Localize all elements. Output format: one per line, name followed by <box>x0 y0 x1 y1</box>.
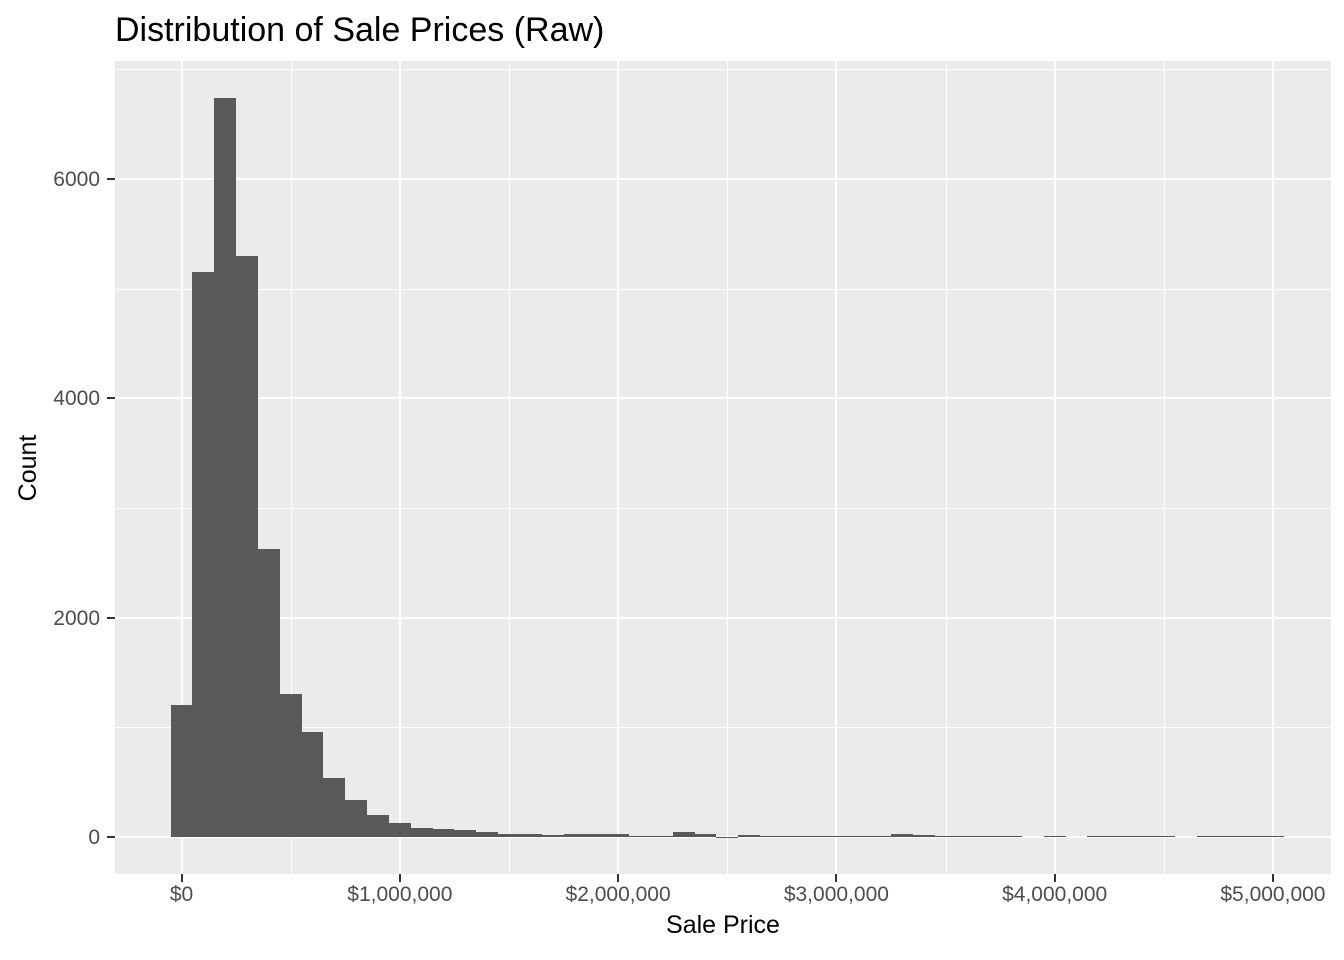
histogram-bar <box>476 832 499 838</box>
histogram-bar <box>672 832 695 838</box>
histogram-bar <box>367 815 389 838</box>
x-minor-gridline <box>508 61 510 874</box>
histogram-bar <box>629 835 651 838</box>
histogram-bar <box>1000 836 1022 838</box>
histogram-bar <box>934 835 957 838</box>
plot-panel <box>115 61 1331 874</box>
histogram-bar <box>170 705 193 838</box>
histogram-bar <box>301 731 324 838</box>
y-tick-mark <box>107 836 115 839</box>
y-tick-label: 0 <box>88 826 100 850</box>
histogram-bar <box>716 836 739 838</box>
histogram-bar <box>585 833 608 838</box>
x-axis-title: Sale Price <box>666 911 780 939</box>
x-minor-gridline <box>727 61 729 874</box>
histogram-bar <box>345 799 368 838</box>
histogram-bar <box>1240 836 1262 838</box>
x-major-gridline <box>398 61 401 874</box>
histogram-bar <box>454 830 477 838</box>
x-tick-label: $2,000,000 <box>565 883 671 906</box>
x-tick-label: $1,000,000 <box>347 883 453 906</box>
histogram-bar <box>694 833 717 838</box>
x-tick-label: $3,000,000 <box>783 883 889 906</box>
x-tick-mark <box>835 874 838 882</box>
histogram-bar <box>607 833 630 838</box>
x-tick-mark <box>398 874 401 882</box>
y-minor-gridline <box>115 69 1331 71</box>
y-tick-label: 6000 <box>53 168 100 192</box>
x-tick-mark <box>180 874 183 882</box>
y-tick-mark <box>107 178 115 181</box>
x-tick-label: $0 <box>169 883 194 906</box>
y-minor-gridline <box>115 288 1331 290</box>
histogram-bar <box>236 255 258 838</box>
histogram-bar <box>432 829 455 838</box>
histogram-bar <box>781 835 804 838</box>
histogram-bar <box>214 97 237 838</box>
histogram-bar <box>1152 836 1175 838</box>
histogram-bar <box>803 835 826 838</box>
x-major-gridline <box>617 61 620 874</box>
histogram-bar <box>738 835 760 838</box>
y-tick-mark <box>107 397 115 400</box>
y-tick-label: 4000 <box>53 387 100 411</box>
histogram-bar <box>498 833 520 838</box>
histogram-bar <box>1109 836 1132 838</box>
x-major-gridline <box>835 61 838 874</box>
x-tick-mark <box>1053 874 1056 882</box>
x-minor-gridline <box>945 61 947 874</box>
y-minor-gridline <box>115 727 1331 729</box>
x-tick-mark <box>1271 874 1274 882</box>
histogram-bar <box>956 836 979 838</box>
histogram-bar <box>279 694 302 838</box>
histogram-bar <box>541 834 564 838</box>
histogram-bar <box>257 548 280 838</box>
histogram-bar <box>563 834 586 838</box>
histogram-bar <box>847 835 870 838</box>
histogram-bar <box>323 777 346 838</box>
histogram-bar <box>759 836 782 838</box>
histogram-bar <box>519 833 542 838</box>
histogram-bar <box>1043 836 1066 838</box>
histogram-bar <box>1262 836 1284 838</box>
chart-title: Distribution of Sale Prices (Raw) <box>115 11 605 49</box>
x-minor-gridline <box>290 61 292 874</box>
y-minor-gridline <box>115 508 1331 510</box>
histogram-bar <box>192 272 215 838</box>
histogram-bar <box>410 828 433 838</box>
histogram-bar <box>978 836 1001 838</box>
y-major-gridline <box>115 178 1331 181</box>
histogram-bar <box>1218 836 1241 838</box>
histogram-bar <box>1087 836 1110 838</box>
x-major-gridline <box>1271 61 1274 874</box>
x-tick-label: $5,000,000 <box>1220 883 1326 906</box>
histogram-bar <box>825 836 848 838</box>
y-axis-title: Count <box>14 434 42 502</box>
histogram-bar <box>869 836 891 838</box>
histogram-bar <box>1131 836 1153 838</box>
y-tick-mark <box>107 616 115 619</box>
x-tick-label: $4,000,000 <box>1002 883 1108 906</box>
histogram-bar <box>1196 836 1219 838</box>
histogram-bar <box>912 834 935 838</box>
histogram-bar <box>388 822 411 838</box>
histogram-bar <box>650 835 673 838</box>
x-major-gridline <box>180 61 183 874</box>
x-tick-mark <box>617 874 620 882</box>
x-major-gridline <box>1053 61 1056 874</box>
y-tick-label: 2000 <box>53 606 100 630</box>
histogram-bar <box>890 834 913 838</box>
y-major-gridline <box>115 397 1331 400</box>
y-major-gridline <box>115 616 1331 619</box>
x-minor-gridline <box>1163 61 1165 874</box>
